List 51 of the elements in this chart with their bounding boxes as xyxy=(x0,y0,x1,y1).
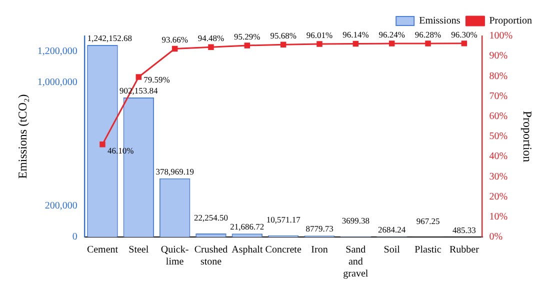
data-label: 485.33 xyxy=(452,224,476,235)
y-tick-label: 0 xyxy=(72,232,78,243)
y2-tick-label: 30% xyxy=(489,171,508,182)
data-label: 2684.24 xyxy=(378,224,406,235)
data-label: 96.28% xyxy=(414,29,442,40)
y2-tick-label: 50% xyxy=(489,131,508,142)
x-tick-label: Rubber xyxy=(449,244,480,256)
data-label: 378,969.19 xyxy=(156,166,194,176)
y-tick-label: 1,200,000 xyxy=(37,46,78,58)
y2-tick-label: 70% xyxy=(489,90,508,102)
x-tick-label: Plastic xyxy=(414,244,442,256)
data-label: 96.14% xyxy=(342,30,369,40)
data-label: 21,686.72 xyxy=(230,222,264,232)
data-label: 96.01% xyxy=(306,30,333,40)
x-tick-label: Cement xyxy=(86,244,118,256)
y2-axis-title: Proportion xyxy=(520,110,535,162)
y2-tick-label: 10% xyxy=(489,212,508,223)
y2-tick-label: 100% xyxy=(489,30,513,42)
data-label: 95.29% xyxy=(234,31,260,42)
y2-tick-label: 90% xyxy=(489,50,508,62)
data-label: 1,242,152.68 xyxy=(87,32,132,43)
legend-label: Emissions xyxy=(419,16,460,27)
data-label: 79.59% xyxy=(144,74,170,84)
y2-tick-label: 80% xyxy=(489,70,508,82)
data-label: 8779.73 xyxy=(306,224,334,234)
x-tick-label: Iron xyxy=(311,244,328,256)
x-tick-label: Asphalt xyxy=(232,244,263,256)
x-tick-label: Crushed stone xyxy=(194,244,228,268)
data-label: 46.10% xyxy=(107,146,134,156)
y2-tick-label: 40% xyxy=(489,151,508,162)
data-label: 96.30% xyxy=(451,29,478,40)
y-tick-label: 200,000 xyxy=(44,200,78,212)
data-label: 93.66% xyxy=(162,34,188,45)
data-label: 95.68% xyxy=(270,30,296,41)
x-tick-label: Quick-lime xyxy=(160,244,189,268)
data-label: 967.25 xyxy=(416,216,440,226)
x-tick-label: Concrete xyxy=(265,244,302,256)
y2-tick-label: 60% xyxy=(489,111,508,122)
y2-tick-label: 20% xyxy=(489,191,508,202)
x-tick-label: Steel xyxy=(128,244,149,256)
y2-tick-label: 0% xyxy=(489,232,503,243)
x-tick-label: Sand and gravel xyxy=(343,244,368,280)
y-tick-label: 1,000,000 xyxy=(37,77,78,88)
data-label: 3699.38 xyxy=(342,215,370,226)
data-label: 22,254.50 xyxy=(194,212,228,223)
data-label: 94.48% xyxy=(198,33,224,44)
data-label: 96.24% xyxy=(378,30,405,40)
y-axis-title: Emissions (tCO₂) xyxy=(15,94,30,179)
x-tick-label: Soil xyxy=(384,244,400,256)
data-label: 10,571.17 xyxy=(266,214,300,224)
legend-label: Proportion xyxy=(489,16,532,27)
